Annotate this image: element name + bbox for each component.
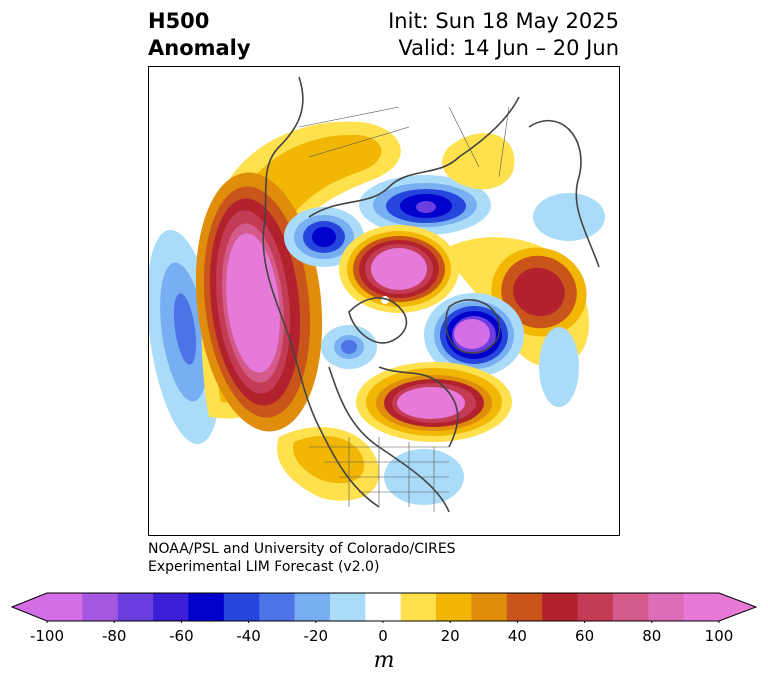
colorbar-swatch <box>82 593 119 621</box>
colorbar-tick-label: -40 <box>236 627 261 645</box>
anomaly-pos-europe-core <box>513 267 565 317</box>
colorbar-swatch <box>542 593 579 621</box>
colorbar-swatch <box>294 593 331 621</box>
colorbar-swatch <box>365 593 402 621</box>
colorbar-tick-label: 80 <box>642 627 662 645</box>
map-title-field: Anomaly <box>148 36 251 60</box>
anomaly-neg-right-light <box>539 327 579 407</box>
colorbar-unit-label: m <box>373 648 395 673</box>
borders <box>298 106 510 512</box>
colorbar-tick-label: -80 <box>101 627 127 645</box>
colorbar-tick-label: -60 <box>169 627 194 645</box>
colorbar-swatch <box>471 593 508 621</box>
colorbar-tick-label: 40 <box>507 627 527 645</box>
colorbar-tick-label: -100 <box>29 627 65 645</box>
anomaly-pos-central-core <box>371 248 427 290</box>
colorbar-swatch <box>329 593 366 621</box>
colorbar-swatch <box>153 593 189 621</box>
map-title-variable: H500 <box>148 9 210 33</box>
colorbar-swatch <box>577 593 614 621</box>
init-date-label: Init: Sun 18 May 2025 <box>388 9 619 33</box>
credit-line-2: Experimental LIM Forecast (v2.0) <box>148 559 380 575</box>
colorbar <box>10 592 758 623</box>
colorbar-swatch <box>117 593 154 621</box>
colorbar-tick-label: 60 <box>575 627 595 645</box>
colorbar-swatch <box>436 593 472 621</box>
colorbar-tick-label: 0 <box>378 627 388 645</box>
colorbar-swatch <box>223 593 260 621</box>
colorbar-swatch <box>400 593 437 621</box>
anomaly-pos-northeast-blob <box>442 133 515 190</box>
anomaly-neg-east-core <box>454 319 490 349</box>
colorbar-swatch <box>612 593 649 621</box>
colorbar-swatch <box>648 593 685 621</box>
colorbar-extend-max <box>719 593 756 621</box>
anomaly-neg-canada-core <box>312 227 336 247</box>
colorbar-swatch <box>47 593 83 621</box>
anomaly-map <box>148 66 620 536</box>
colorbar-swatch <box>188 593 225 621</box>
colorbar-tick-label: 20 <box>440 627 460 645</box>
colorbar-extend-min <box>12 593 47 621</box>
colorbar-swatch <box>259 593 296 621</box>
anomaly-neg-northeast-light <box>533 193 605 241</box>
credit-line-1: NOAA/PSL and University of Colorado/CIRE… <box>148 541 456 557</box>
colorbar-swatch <box>683 593 720 621</box>
colorbar-tick-label: 100 <box>704 627 734 645</box>
colorbar-tick-label: -20 <box>303 627 329 645</box>
colorbar-swatch <box>506 593 543 621</box>
anomaly-map-svg <box>149 76 605 513</box>
anomaly-pos-south-core <box>397 387 465 419</box>
valid-range-label: Valid: 14 Jun – 20 Jun <box>398 36 619 60</box>
anomaly-neg-pacific-core <box>173 293 197 365</box>
